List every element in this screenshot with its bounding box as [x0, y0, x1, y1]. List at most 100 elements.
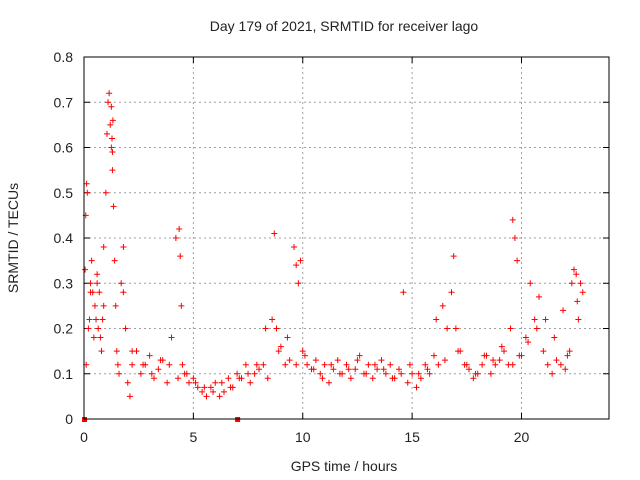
y-tick-label: 0.4 [54, 230, 74, 246]
grid-lines [84, 57, 609, 419]
data-point [463, 361, 470, 368]
data-point [450, 253, 457, 260]
data-point [487, 370, 494, 377]
data-point [557, 361, 564, 368]
data-point [406, 361, 413, 368]
data-point [247, 379, 254, 386]
data-point [295, 280, 302, 287]
data-point [212, 379, 219, 386]
data-point [435, 361, 442, 368]
data-point [514, 257, 521, 264]
data-point [455, 348, 462, 355]
data-point [330, 366, 337, 373]
data-point [409, 370, 416, 377]
data-point [347, 375, 354, 382]
data-point [194, 384, 201, 391]
data-point [179, 361, 186, 368]
data-point [472, 370, 479, 377]
data-point [253, 361, 260, 368]
data-point [166, 361, 173, 368]
data-point [269, 316, 276, 323]
data-point [271, 230, 278, 237]
y-tick-label: 0.3 [54, 275, 74, 291]
data-point [400, 289, 407, 296]
data-point [551, 334, 558, 341]
data-point [103, 130, 110, 137]
data-point [110, 203, 117, 210]
data-point [334, 357, 341, 364]
data-point [282, 361, 289, 368]
data-point [192, 379, 199, 386]
data-point [120, 244, 127, 251]
data-point [207, 384, 214, 391]
data-point [126, 393, 133, 400]
data-point [507, 325, 514, 332]
data-point [234, 370, 241, 377]
data-point [98, 348, 105, 355]
data-point [571, 266, 577, 273]
data-point [531, 316, 538, 323]
data-point [326, 379, 332, 386]
data-point [108, 103, 115, 110]
data-point [574, 298, 581, 305]
data-point [371, 361, 378, 368]
data-point [496, 357, 503, 364]
data-point [175, 375, 182, 382]
data-point [93, 316, 100, 323]
data-point [216, 393, 223, 400]
data-point [264, 375, 271, 382]
data-point [312, 357, 319, 364]
data-point [378, 357, 385, 364]
data-point [273, 325, 280, 332]
data-point [83, 180, 90, 187]
data-point [562, 366, 569, 373]
data-point [374, 366, 381, 373]
data-point [94, 280, 101, 287]
data-point [481, 352, 488, 359]
data-point [549, 370, 556, 377]
data-point [424, 366, 431, 373]
data-point [262, 325, 269, 332]
data-point [277, 343, 284, 350]
data-point [433, 316, 440, 323]
data-point [568, 280, 575, 287]
data-point [260, 361, 267, 368]
data-point [225, 375, 232, 382]
data-point [85, 325, 92, 332]
data-point [183, 370, 190, 377]
data-point [389, 375, 396, 382]
data-point [112, 302, 119, 309]
data-point [577, 280, 584, 287]
data-point [176, 225, 183, 232]
plot-frame [83, 56, 610, 420]
data-point [129, 361, 136, 368]
data-point [168, 334, 175, 341]
data-point [140, 361, 147, 368]
x-axis-label: GPS time / hours [291, 458, 398, 474]
data-point [102, 189, 109, 196]
data-point [90, 334, 97, 341]
data-point [382, 370, 389, 377]
data-point [293, 361, 300, 368]
data-point [336, 370, 343, 377]
data-point [146, 352, 153, 359]
y-tick-label: 0.8 [54, 49, 74, 65]
data-point [369, 375, 376, 382]
data-point [509, 216, 516, 223]
data-point [111, 257, 118, 264]
data-point [116, 370, 122, 377]
data-point [343, 361, 350, 368]
data-point [177, 253, 184, 260]
data-point [137, 370, 144, 377]
y-tick-label: 0.6 [54, 140, 74, 156]
data-point [87, 280, 94, 287]
x-tick-label: 20 [514, 429, 530, 445]
data-point [201, 384, 208, 391]
data-point [560, 307, 567, 314]
data-point [157, 357, 164, 364]
data-point [299, 348, 306, 355]
data-point [522, 334, 529, 341]
data-point [527, 280, 534, 287]
data-point [431, 352, 437, 359]
